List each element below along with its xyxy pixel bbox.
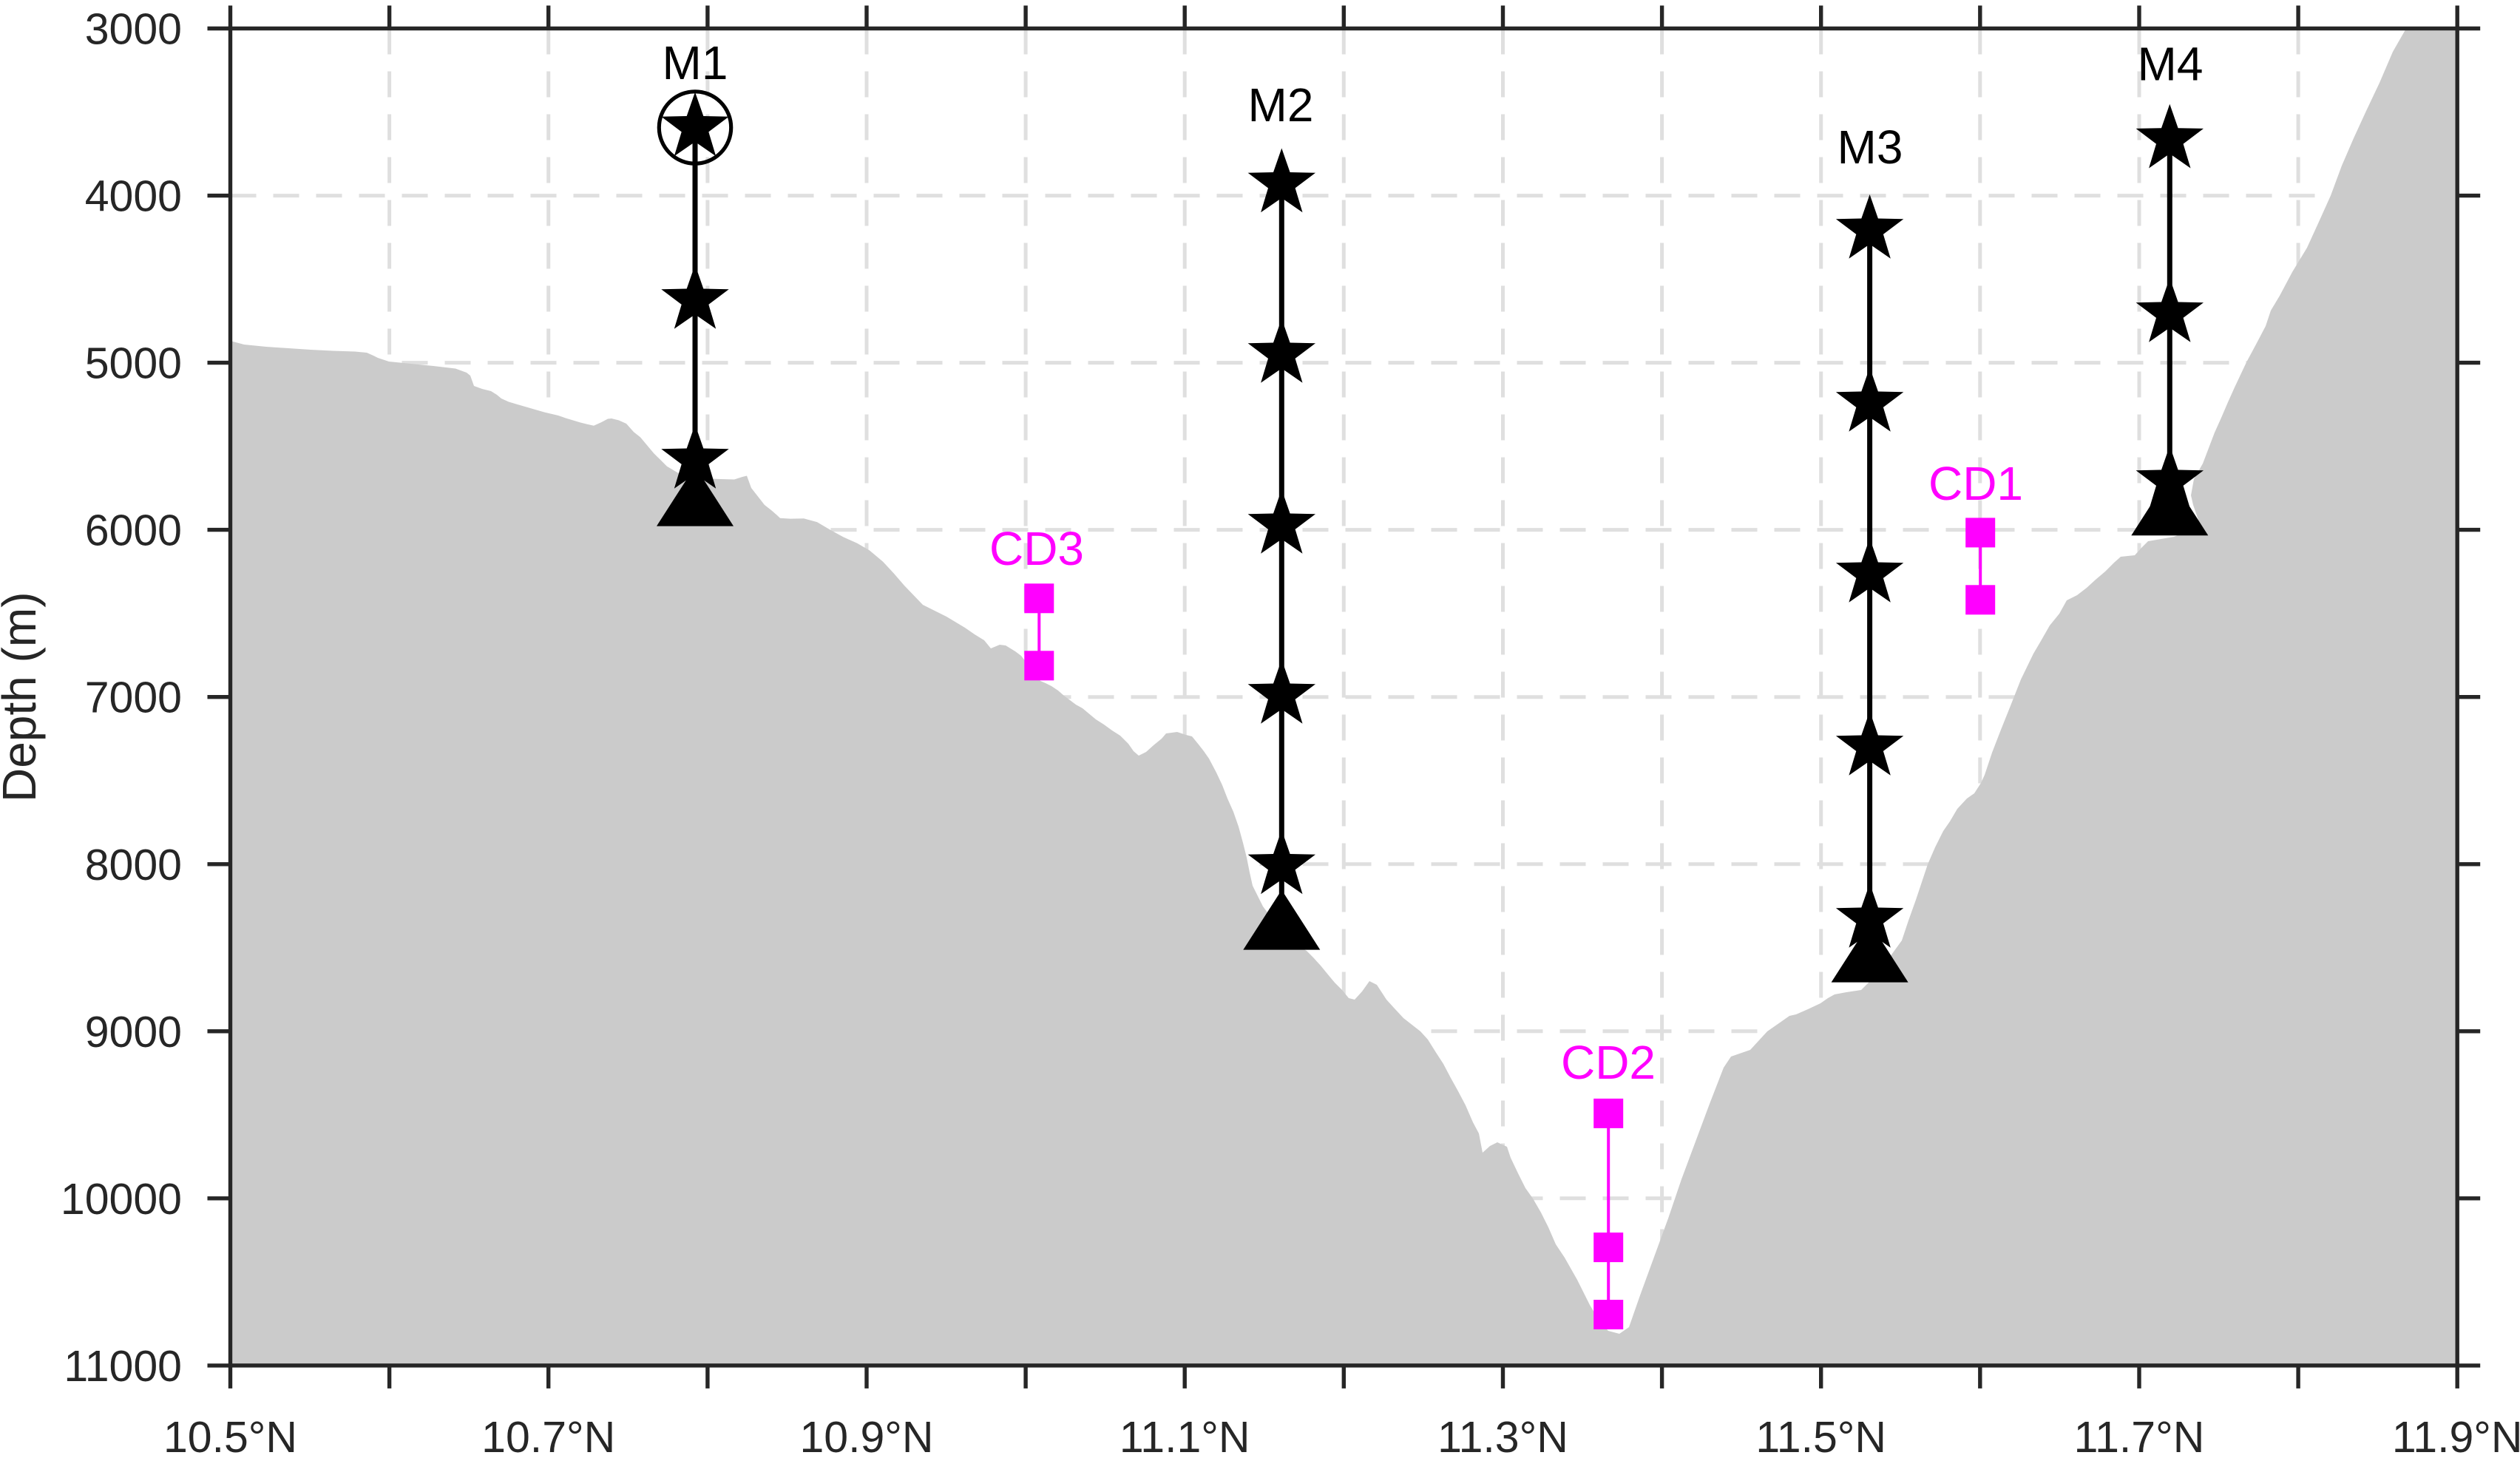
svg-text:11.7°N: 11.7°N xyxy=(2074,1413,2205,1454)
svg-text:11.5°N: 11.5°N xyxy=(1755,1413,1886,1454)
svg-text:M3: M3 xyxy=(1838,121,1903,174)
svg-text:8000: 8000 xyxy=(85,841,182,889)
svg-text:10.7°N: 10.7°N xyxy=(481,1413,615,1454)
svg-text:4000: 4000 xyxy=(85,172,182,221)
svg-text:CD3: CD3 xyxy=(989,522,1084,575)
svg-text:11.9°N: 11.9°N xyxy=(2392,1413,2520,1454)
svg-text:7000: 7000 xyxy=(85,674,182,722)
svg-text:10000: 10000 xyxy=(61,1175,182,1224)
svg-text:5000: 5000 xyxy=(85,339,182,388)
svg-text:3000: 3000 xyxy=(85,5,182,54)
svg-text:M1: M1 xyxy=(663,36,728,89)
svg-text:CD1: CD1 xyxy=(1928,457,2023,510)
svg-text:10.5°N: 10.5°N xyxy=(163,1413,297,1454)
svg-text:Depth (m): Depth (m) xyxy=(0,591,46,801)
svg-text:10.9°N: 10.9°N xyxy=(799,1413,933,1454)
svg-text:M4: M4 xyxy=(2138,38,2204,91)
svg-text:11000: 11000 xyxy=(64,1342,182,1391)
svg-text:M2: M2 xyxy=(1248,78,1314,132)
svg-text:6000: 6000 xyxy=(85,506,182,555)
svg-text:CD2: CD2 xyxy=(1561,1036,1656,1089)
svg-text:11.1°N: 11.1°N xyxy=(1120,1413,1250,1454)
svg-text:9000: 9000 xyxy=(85,1008,182,1057)
svg-text:11.3°N: 11.3°N xyxy=(1437,1413,1568,1454)
